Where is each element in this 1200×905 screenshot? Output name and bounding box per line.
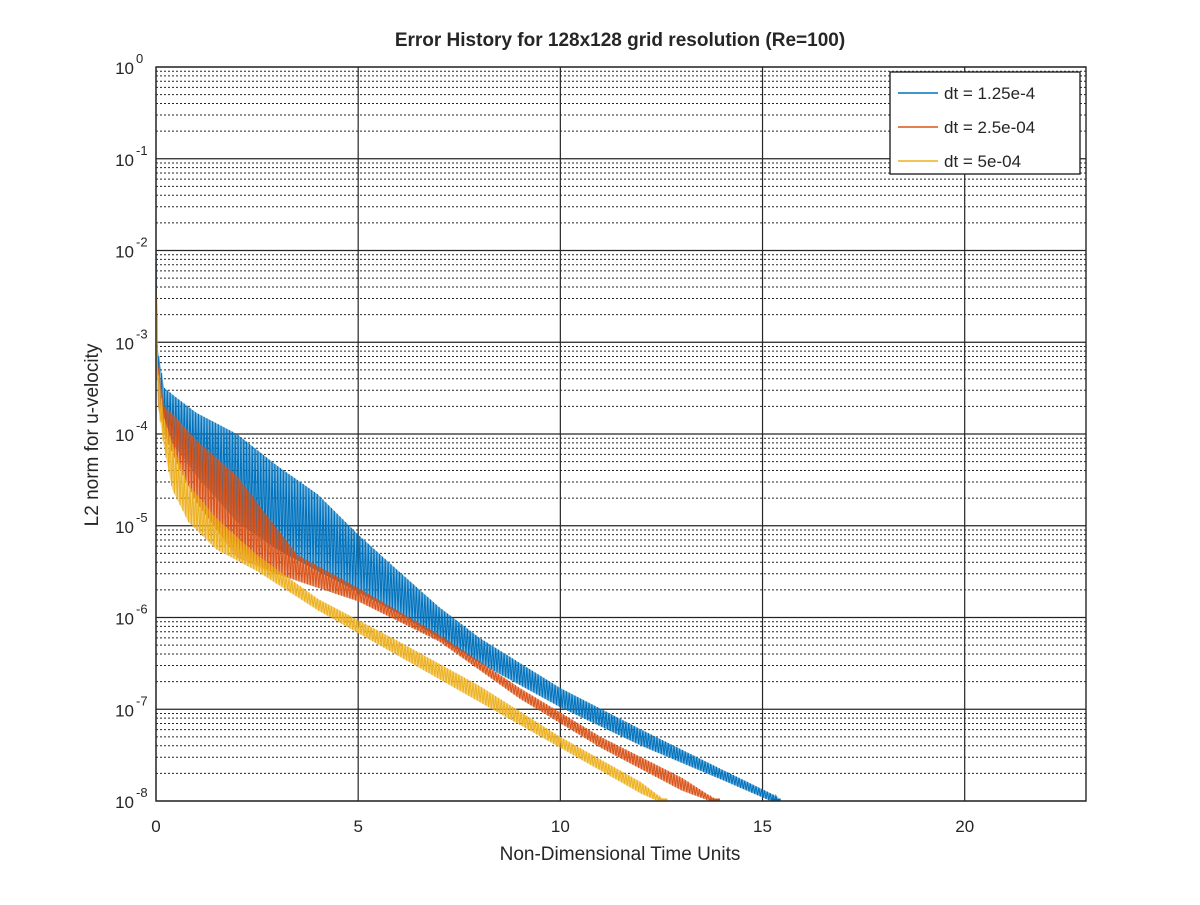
y-tick-exponent: -1: [136, 143, 148, 158]
y-tick-exponent: 0: [136, 51, 143, 66]
grid-lines: [155, 66, 1086, 802]
x-axis-ticks: 0 5 10 15 20: [151, 817, 974, 836]
x-axis-label: Non-Dimensional Time Units: [500, 844, 741, 865]
y-tick-exponent: -2: [136, 235, 148, 250]
chart-title: Error History for 128x128 grid resolutio…: [395, 30, 845, 51]
y-tick-label: 10: [115, 793, 134, 812]
legend-box: [889, 71, 1081, 175]
y-tick-exponent: -3: [136, 326, 148, 341]
y-axis-label: L2 norm for u-velocity: [82, 343, 103, 526]
x-tick-label: 10: [551, 817, 570, 836]
legend-label-1: dt = 2.5e-04: [944, 118, 1035, 137]
x-tick-label: 5: [353, 817, 362, 836]
y-tick-exponent: -8: [136, 785, 148, 800]
x-tick-label: 15: [753, 817, 772, 836]
y-tick-label: 10: [115, 518, 134, 537]
y-tick-exponent: -7: [136, 693, 148, 708]
y-tick-label: 10: [115, 426, 134, 445]
legend-label-0: dt = 1.25e-4: [944, 84, 1035, 103]
series-line-2: [156, 287, 665, 801]
x-tick-label: 20: [955, 817, 974, 836]
y-tick-label: 10: [115, 151, 134, 170]
legend: dt = 1.25e-4 dt = 2.5e-04 dt = 5e-04: [889, 71, 1081, 175]
y-tick-exponent: -6: [136, 602, 148, 617]
y-tick-label: 10: [115, 243, 134, 262]
y-tick-label: 10: [115, 610, 134, 629]
series-layer: [156, 243, 781, 801]
y-tick-label: 10: [115, 59, 134, 78]
series-band-0: [156, 243, 779, 801]
x-tick-label: 0: [151, 817, 160, 836]
axes-frame: [155, 66, 1087, 802]
y-tick-exponent: -5: [136, 510, 148, 525]
y-tick-label: 10: [115, 701, 134, 720]
legend-label-2: dt = 5e-04: [944, 152, 1021, 171]
y-tick-exponent: -4: [136, 418, 148, 433]
axes-box: [155, 66, 1087, 802]
y-tick-label: 10: [115, 334, 134, 353]
series-line-1: [156, 270, 719, 801]
